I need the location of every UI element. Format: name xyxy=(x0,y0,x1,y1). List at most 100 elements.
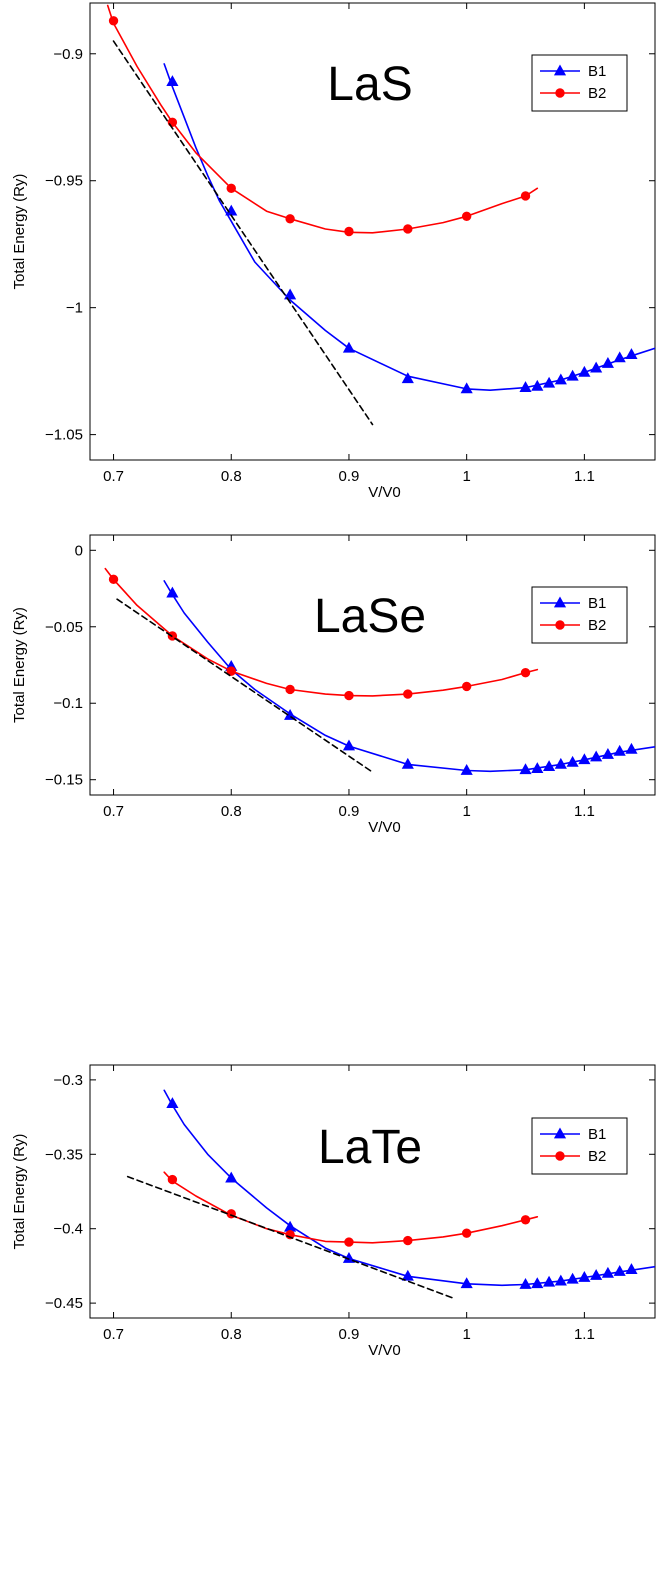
series-b1-point xyxy=(625,742,638,754)
x-tick-label: 1.1 xyxy=(574,468,595,485)
plot-area xyxy=(104,567,655,775)
series-b1-point xyxy=(590,750,603,762)
x-tick-label: 1 xyxy=(462,468,470,485)
series-b1-point xyxy=(625,348,638,359)
series-b1-point xyxy=(401,1269,414,1281)
series-b2-point xyxy=(108,16,119,26)
series-b1-point xyxy=(401,372,414,384)
x-tick-label: 0.9 xyxy=(339,468,360,485)
legend-label-b2: B2 xyxy=(588,1148,606,1165)
series-b1-point xyxy=(531,1277,544,1289)
legend-box xyxy=(531,586,628,644)
chart-panel-2: 0.7 0.8 0.9 1 1.1 −0.15 −0.1 −0.05 0 V/V0 Total En… xyxy=(11,534,656,836)
series-b1-point xyxy=(601,1266,614,1278)
series-b2-point xyxy=(403,689,413,699)
legend-marker-b1 xyxy=(553,1127,567,1139)
series-b2-point xyxy=(226,183,236,194)
x-tick-label: 0.8 xyxy=(221,1326,242,1343)
series-b1-point xyxy=(601,747,614,759)
series-b1-point xyxy=(166,1097,179,1109)
series-b1-point xyxy=(578,753,591,765)
legend-label-b1: B1 xyxy=(588,595,606,612)
series-b1-point xyxy=(566,1272,579,1284)
legend-marker-b1 xyxy=(553,64,567,76)
series-b1-point xyxy=(460,382,473,394)
series-b2-line xyxy=(106,4,539,234)
x-tick-label: 0.8 xyxy=(221,803,242,820)
series-b1-point xyxy=(554,757,567,769)
x-tick-label: 1.1 xyxy=(574,803,595,820)
x-tick-label: 0.7 xyxy=(103,803,124,820)
series-b1-point xyxy=(401,757,414,769)
x-tick-label: 0.7 xyxy=(103,468,124,485)
plot-frame xyxy=(89,534,656,796)
series-b1-point xyxy=(531,762,544,774)
series-b1-point xyxy=(625,1263,638,1274)
series-b1-point xyxy=(342,341,356,353)
plot-frame xyxy=(89,1064,656,1319)
legend-marker-b1 xyxy=(553,596,567,608)
x-axis-label: V/V0 xyxy=(368,484,401,501)
series-b2-line xyxy=(104,567,539,697)
series-b1-point xyxy=(613,1265,626,1276)
series-b2-point xyxy=(403,224,413,234)
series-b1-point xyxy=(590,1269,603,1280)
chart-panel-1: 0.7 0.8 0.9 1 1.1 −1.05 −1 −0.95 −0.9 V/V0 Total E… xyxy=(11,2,656,501)
series-b1-point xyxy=(519,381,532,392)
series-b2-point xyxy=(285,214,295,224)
series-b1-point xyxy=(531,379,544,391)
x-axis-label: V/V0 xyxy=(368,1342,401,1359)
y-tick-label: −0.95 xyxy=(45,173,83,190)
y-tick-label: −0.15 xyxy=(45,772,83,789)
chart-panel-3: 0.7 0.8 0.9 1 1.1 −0.45 −0.4 −0.35 −0.3 V/V0 Total… xyxy=(11,1064,656,1359)
legend-box xyxy=(531,54,628,112)
series-b1-point xyxy=(460,764,473,775)
legend-marker-b2 xyxy=(555,620,565,630)
y-axis-label: Total Energy (Ry) xyxy=(11,174,28,290)
x-tick-label: 0.9 xyxy=(339,803,360,820)
series-b1-point xyxy=(566,755,579,767)
series-b1-point xyxy=(613,744,626,756)
series-b2-point xyxy=(461,681,472,692)
x-tick-label: 1.1 xyxy=(574,1326,595,1343)
legend-box xyxy=(531,1117,628,1175)
series-b2-point xyxy=(344,226,354,237)
legend-label-b2: B2 xyxy=(588,617,606,634)
series-b1-point xyxy=(578,1270,591,1282)
legend-marker-b2 xyxy=(555,88,565,98)
y-tick-label: 0 xyxy=(75,542,83,559)
y-tick-label: −0.4 xyxy=(53,1221,83,1238)
y-tick-label: −0.3 xyxy=(53,1072,83,1089)
series-b1-point xyxy=(542,1275,556,1287)
panel-title: LaS xyxy=(327,58,412,111)
legend-label-b1: B1 xyxy=(588,1126,606,1143)
legend-marker-b2 xyxy=(555,1151,565,1161)
series-b1-point xyxy=(519,763,532,775)
series-b2-point xyxy=(285,684,295,695)
series-b2-point xyxy=(403,1235,413,1246)
x-axis-label: V/V0 xyxy=(368,819,401,836)
y-tick-label: −0.45 xyxy=(45,1295,83,1312)
y-tick-label: −0.35 xyxy=(45,1146,83,1163)
series-b2-point xyxy=(520,191,531,201)
y-tick-label: −0.05 xyxy=(45,619,83,636)
series-b1-point xyxy=(284,288,297,300)
series-b1-point xyxy=(542,376,556,388)
series-b1-point xyxy=(166,586,179,598)
x-tick-label: 1 xyxy=(462,1326,470,1343)
y-axis-label: Total Energy (Ry) xyxy=(11,607,28,723)
series-b1-point xyxy=(225,1171,238,1183)
panel-title: LaTe xyxy=(318,1121,422,1174)
series-b2-point xyxy=(461,1228,472,1238)
legend-label-b2: B2 xyxy=(588,85,606,102)
series-b2-point xyxy=(520,667,531,678)
series-b2-point xyxy=(226,666,236,676)
series-b1-point xyxy=(590,361,603,373)
series-b2-point xyxy=(108,574,119,585)
y-tick-label: −1 xyxy=(66,300,83,317)
series-b1-point xyxy=(613,351,626,363)
legend-label-b1: B1 xyxy=(588,63,606,80)
